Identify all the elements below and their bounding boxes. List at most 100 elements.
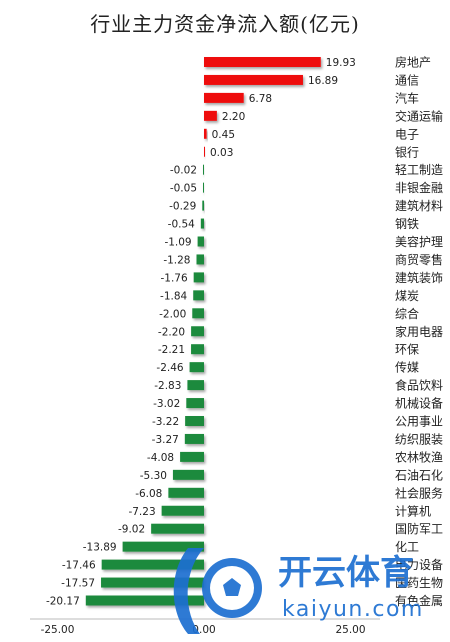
bar-钢铁	[200, 218, 204, 229]
category-label: 石油石化	[395, 468, 443, 482]
bar-纺织服装	[184, 433, 204, 444]
value-label: -20.17	[46, 596, 80, 608]
value-label: -0.05	[170, 183, 197, 195]
category-label: 环保	[395, 343, 419, 357]
value-label: -0.29	[169, 201, 196, 213]
bar-社会服务	[168, 487, 204, 498]
value-label: -1.76	[161, 272, 188, 284]
category-label: 通信	[395, 73, 419, 87]
bar-家用电器	[191, 326, 204, 337]
value-label: -1.84	[160, 290, 187, 302]
bar-机械设备	[186, 398, 204, 409]
value-label: -2.20	[158, 326, 185, 338]
bar-交通运输	[204, 110, 217, 121]
category-label: 钢铁	[395, 217, 419, 231]
value-label: -2.46	[156, 362, 183, 374]
brand-watermark: 开云体育 kaiyun.com	[173, 548, 424, 634]
bar-汽车	[204, 92, 244, 103]
category-label: 传媒	[395, 360, 419, 375]
value-label: 2.20	[222, 111, 245, 123]
category-label: 化工	[395, 540, 419, 554]
value-label: 0.03	[210, 147, 233, 159]
bar-电子	[204, 128, 207, 139]
bar-银行	[204, 146, 205, 157]
value-label: 6.78	[249, 93, 272, 105]
category-label: 房地产	[395, 55, 431, 70]
x-tick-label: 25.00	[335, 624, 365, 636]
category-label: 农林牧渔	[395, 450, 443, 464]
value-label: -1.28	[163, 254, 190, 266]
category-label: 机械设备	[395, 396, 443, 411]
category-label: 美容护理	[395, 234, 443, 249]
value-label: -0.54	[168, 219, 195, 231]
category-labels-layer: 房地产通信汽车交通运输电子银行轻工制造非银金融建筑材料钢铁美容护理商贸零售建筑装…	[395, 55, 443, 609]
bars-layer	[85, 57, 321, 606]
category-label: 公用事业	[395, 415, 443, 429]
bar-建筑装饰	[193, 272, 204, 283]
category-label: 计算机	[395, 503, 431, 518]
bar-公用事业	[185, 416, 204, 426]
watermark-brand-en: kaiyun.com	[282, 597, 424, 622]
category-label: 非银金融	[395, 180, 443, 195]
category-label: 交通运输	[395, 108, 443, 123]
value-label: -7.23	[128, 506, 155, 518]
category-label: 国防军工	[395, 521, 443, 536]
category-label: 食品饮料	[395, 378, 443, 393]
category-label: 有色金属	[395, 593, 443, 608]
category-label: 商贸零售	[395, 252, 443, 267]
category-label: 建筑材料	[395, 198, 443, 213]
category-label: 纺织服装	[395, 432, 443, 446]
value-label: -9.02	[118, 524, 145, 536]
value-label: -17.46	[62, 560, 96, 572]
category-label: 银行	[395, 145, 419, 159]
x-tick-label: -25.00	[41, 624, 75, 636]
bar-化工	[122, 541, 204, 552]
bar-有色金属	[85, 595, 204, 606]
bar-食品饮料	[187, 380, 204, 391]
value-label: 16.89	[308, 75, 338, 87]
category-label: 建筑装饰	[395, 270, 443, 285]
bar-环保	[191, 344, 204, 355]
value-label: 19.93	[326, 57, 356, 69]
value-label: -1.09	[164, 237, 191, 249]
value-label: -6.08	[135, 488, 162, 500]
bar-计算机	[161, 505, 204, 516]
bar-轻工制造	[203, 164, 204, 175]
value-label: -4.08	[147, 452, 174, 464]
category-label: 电力设备	[395, 558, 443, 572]
bar-电力设备	[101, 559, 204, 570]
bar-农林牧渔	[180, 451, 204, 462]
bar-房地产	[204, 57, 321, 67]
category-label: 综合	[395, 306, 419, 321]
value-label: 0.45	[212, 129, 235, 141]
x-axis: -25.00 0.00 25.00	[30, 618, 380, 636]
bar-煤炭	[193, 290, 204, 301]
value-labels-layer: 19.93 16.89 6.78 2.20 0.45 0.03 -0.02 -0.05 -0.2…	[46, 57, 356, 608]
category-label: 社会服务	[395, 485, 443, 500]
value-label: -0.02	[170, 165, 197, 177]
bar-国防军工	[151, 523, 204, 534]
value-label: -13.89	[83, 542, 117, 554]
bar-传媒	[189, 362, 204, 373]
value-label: -17.57	[61, 578, 95, 590]
value-label: -5.30	[140, 470, 167, 482]
category-label: 家用电器	[395, 324, 443, 339]
soccer-ball-logo-icon	[173, 548, 262, 634]
category-label: 煤炭	[395, 289, 419, 303]
bar-通信	[204, 74, 303, 85]
value-label: -2.00	[159, 308, 186, 320]
bar-综合	[192, 308, 204, 319]
value-label: -3.22	[152, 416, 179, 428]
watermark-brand-cn: 开云体育	[278, 553, 414, 593]
bar-石油石化	[172, 469, 204, 480]
category-label: 汽车	[395, 90, 419, 105]
value-label: -3.02	[153, 398, 180, 410]
value-label: -3.27	[152, 434, 179, 446]
bar-商贸零售	[196, 254, 204, 265]
bar-医药生物	[101, 577, 204, 588]
category-label: 医药生物	[395, 576, 443, 590]
bar-建筑材料	[202, 200, 204, 211]
bar-非银金融	[203, 182, 204, 193]
bar-美容护理	[197, 236, 204, 247]
